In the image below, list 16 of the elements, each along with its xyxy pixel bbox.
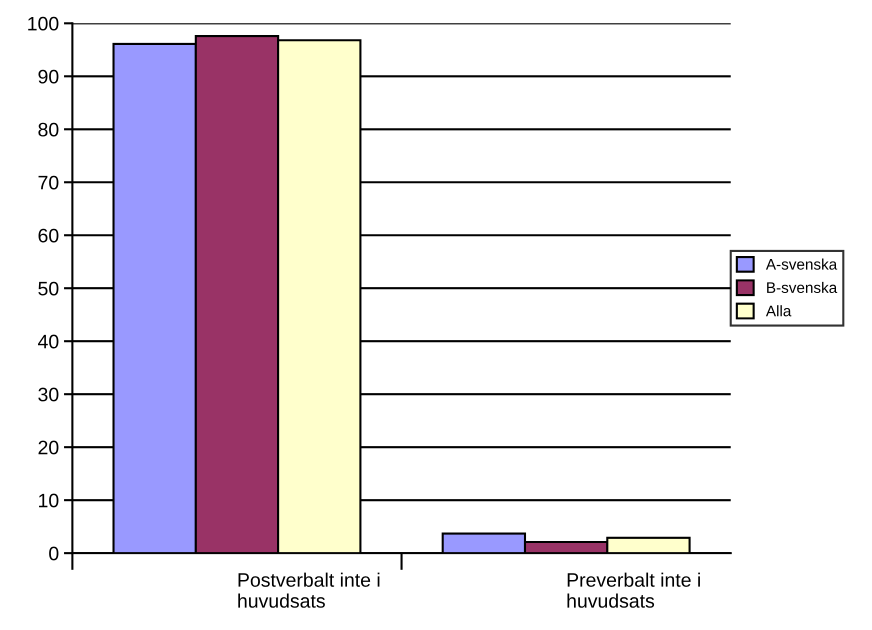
y-tick-label: 50 <box>38 282 58 296</box>
y-tick-label: 10 <box>39 494 58 508</box>
y-tick-label: 90 <box>38 70 58 84</box>
legend-label: Alla <box>766 305 792 316</box>
y-tick-label: 100 <box>28 16 58 31</box>
y-tick-label: 20 <box>38 440 58 454</box>
legend-label: A-svenska <box>766 258 838 270</box>
y-tick-label: 60 <box>38 228 58 242</box>
y-tick-label: 0 <box>49 546 58 560</box>
x-tick-label: Postverbalt inte i huvudsats <box>238 572 380 608</box>
x-tick-label: Preverbalt inte i huvudsats <box>567 572 700 608</box>
legend-label: B-svenska <box>767 282 838 294</box>
y-tick-label: 40 <box>38 334 58 348</box>
y-tick-label: 80 <box>38 122 58 137</box>
y-tick-label: 30 <box>38 388 58 402</box>
y-tick-label: 70 <box>38 176 58 190</box>
